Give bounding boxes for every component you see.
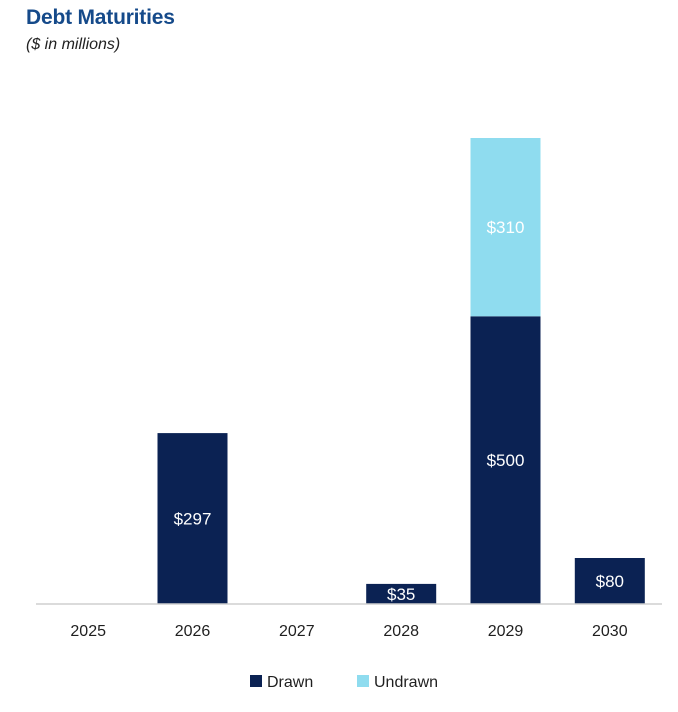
bar-drawn-2028: [366, 583, 437, 604]
data-label-drawn-2026: $297: [174, 510, 212, 529]
x-tick-label-2030: 2030: [592, 623, 628, 640]
legend-label-undrawn: Undrawn: [374, 674, 438, 691]
x-tick-label-2027: 2027: [279, 623, 315, 640]
bar-drawn-2030: [574, 558, 645, 604]
legend-swatch-undrawn: [357, 675, 369, 687]
bars-layer: [157, 138, 645, 604]
x-tick-label-2025: 2025: [70, 623, 106, 640]
data-label-undrawn-2029: $310: [487, 218, 525, 237]
x-tick-label-2029: 2029: [488, 623, 524, 640]
legend-label-drawn: Drawn: [267, 674, 313, 691]
chart-subtitle: ($ in millions): [26, 36, 121, 53]
bar-drawn-2029: [470, 316, 541, 604]
x-axis-ticks: 2025 2026 2027 2028 2029 2030: [70, 623, 627, 640]
data-labels-layer: $297 $35 $500 $310 $80: [174, 218, 624, 604]
bar-drawn-2026: [157, 433, 228, 604]
legend: Drawn Undrawn: [250, 674, 438, 691]
legend-swatch-drawn: [250, 675, 262, 687]
bar-undrawn-2029: [470, 138, 541, 317]
x-tick-label-2028: 2028: [383, 623, 419, 640]
data-label-drawn-2030: $80: [596, 572, 624, 591]
x-tick-label-2026: 2026: [175, 623, 211, 640]
data-label-drawn-2028: $35: [387, 585, 415, 604]
data-label-drawn-2029: $500: [487, 451, 525, 470]
chart-title: Debt Maturities: [26, 6, 175, 29]
